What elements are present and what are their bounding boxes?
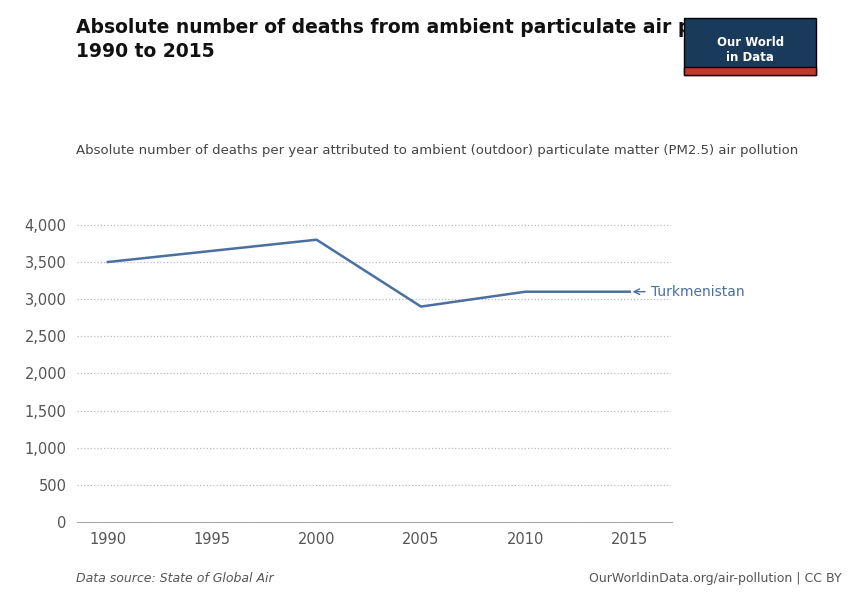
Text: Absolute number of deaths per year attributed to ambient (outdoor) particulate m: Absolute number of deaths per year attri… <box>76 144 799 157</box>
Text: OurWorldinData.org/air-pollution | CC BY: OurWorldinData.org/air-pollution | CC BY <box>589 572 842 585</box>
Text: Data source: State of Global Air: Data source: State of Global Air <box>76 572 274 585</box>
Text: Our World: Our World <box>717 36 784 49</box>
Text: Turkmenistan: Turkmenistan <box>634 285 745 299</box>
Text: Absolute number of deaths from ambient particulate air pollution,
1990 to 2015: Absolute number of deaths from ambient p… <box>76 18 779 61</box>
Text: in Data: in Data <box>726 52 774 64</box>
